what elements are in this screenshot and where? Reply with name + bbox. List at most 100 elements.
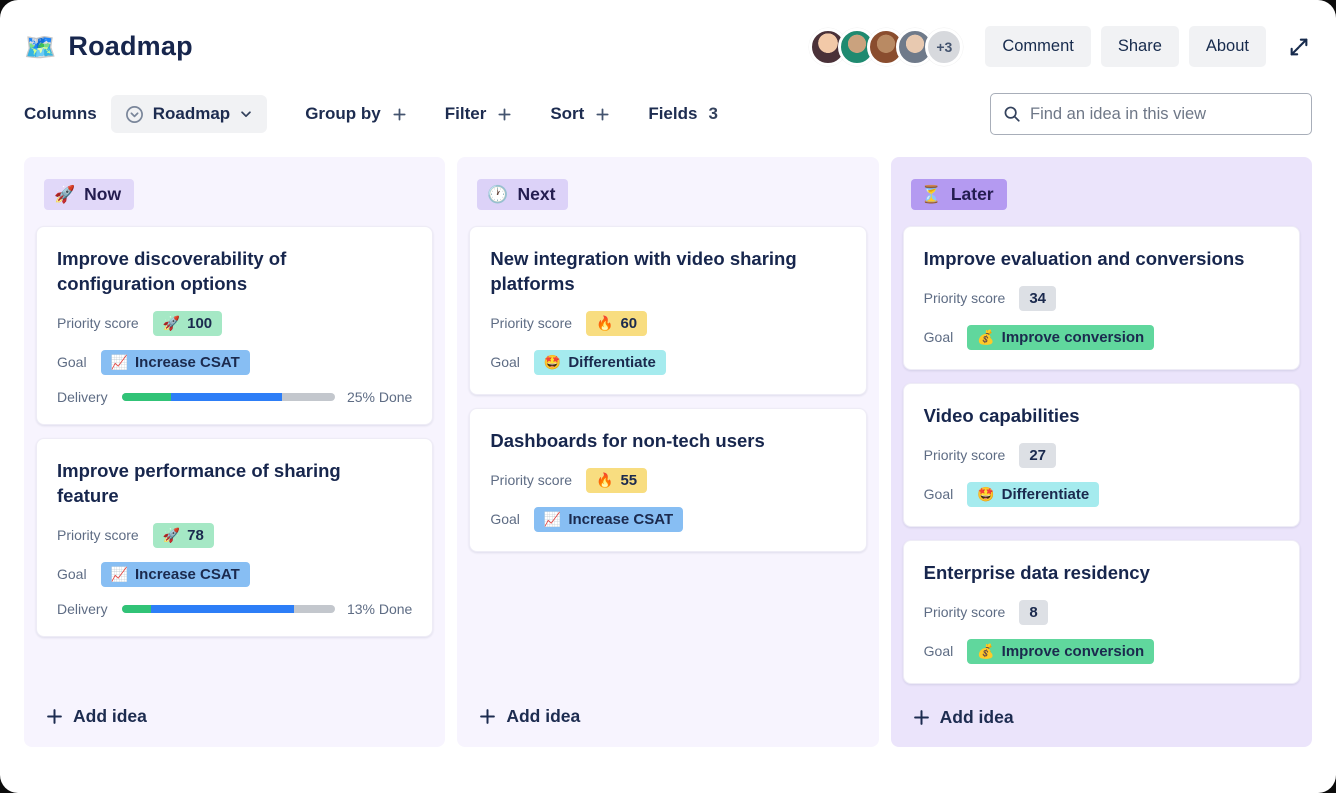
money-bag-icon: 💰: [977, 329, 995, 346]
column-now-header-chip[interactable]: 🚀 Now: [44, 179, 135, 210]
goal-chip[interactable]: 🤩 Differentiate: [967, 481, 1100, 507]
priority-chip[interactable]: 🔥 55: [586, 467, 648, 493]
view-selector-label: Roadmap: [152, 104, 231, 123]
goal-label: Goal: [923, 643, 954, 660]
fire-icon: 🔥: [596, 472, 614, 489]
idea-card[interactable]: Dashboards for non-tech users Priority s…: [469, 407, 867, 552]
progress-segment-in-progress: [151, 604, 295, 613]
share-button[interactable]: Share: [1100, 26, 1179, 67]
search-box[interactable]: [990, 93, 1312, 135]
idea-title: Improve performance of sharing feature: [57, 459, 341, 506]
idea-title: Dashboards for non-tech users: [490, 429, 765, 451]
avatar-group[interactable]: +3: [809, 27, 964, 66]
goal-chip[interactable]: 📈 Increase CSAT: [100, 349, 250, 375]
priority-chip[interactable]: 34: [1019, 285, 1057, 311]
goal-value: Differentiate: [1001, 485, 1090, 503]
goal-row: Goal 💰 Improve conversion: [923, 324, 1279, 350]
goal-row: Goal 📈 Increase CSAT: [57, 349, 412, 375]
group-by-label: Group by: [305, 104, 381, 123]
priority-row: Priority score 8: [923, 599, 1279, 625]
priority-chip[interactable]: 8: [1019, 599, 1048, 625]
goal-value: Increase CSAT: [568, 510, 674, 528]
idea-card[interactable]: Improve performance of sharing feature P…: [36, 437, 434, 637]
priority-value: 55: [620, 471, 638, 489]
sort-control[interactable]: Sort: [550, 104, 610, 124]
goal-value: Improve conversion: [1001, 642, 1145, 660]
priority-label: Priority score: [923, 290, 1006, 307]
goal-value: Increase CSAT: [135, 353, 240, 371]
column-name: Now: [84, 184, 122, 204]
fire-icon: 🔥: [596, 315, 614, 332]
goal-chip[interactable]: 💰 Improve conversion: [967, 638, 1155, 664]
priority-label: Priority score: [923, 604, 1006, 621]
goal-label: Goal: [490, 354, 520, 371]
goal-label: Goal: [923, 329, 954, 346]
priority-value: 34: [1029, 289, 1047, 307]
add-idea-button[interactable]: Add idea: [36, 696, 155, 735]
hourglass-icon: ⏳: [920, 185, 942, 204]
goal-chip[interactable]: 🤩 Differentiate: [533, 349, 666, 375]
view-selector[interactable]: Roadmap: [110, 95, 268, 133]
avatar-overflow-badge[interactable]: +3: [925, 27, 964, 66]
goal-row: Goal 🤩 Differentiate: [924, 481, 1279, 507]
idea-card[interactable]: Improve evaluation and conversions Prior…: [902, 226, 1300, 370]
expand-button[interactable]: [1288, 36, 1310, 58]
comment-button[interactable]: Comment: [985, 26, 1091, 67]
column-next: 🕐 Next New integration with video sharin…: [457, 157, 879, 747]
goal-chip[interactable]: 📈 Increase CSAT: [100, 561, 250, 587]
priority-chip[interactable]: 🔥 60: [586, 310, 648, 336]
priority-chip[interactable]: 🚀 100: [152, 310, 223, 336]
search-input[interactable]: [1030, 104, 1299, 124]
delivery-status: 13% Done: [346, 600, 413, 617]
map-icon: 🗺️: [24, 31, 57, 62]
filter-control[interactable]: Filter: [445, 104, 513, 124]
columns-label: Columns: [24, 104, 97, 123]
goal-row: Goal 🤩 Differentiate: [490, 349, 845, 375]
idea-card[interactable]: Video capabilities Priority score 27 Goa…: [902, 382, 1300, 527]
delivery-row: Delivery 25% Done: [57, 389, 412, 405]
delivery-progress-bar: [121, 392, 335, 401]
chart-increasing-icon: 📈: [110, 354, 129, 371]
column-later-header-chip[interactable]: ⏳ Later: [910, 179, 1007, 210]
fields-control[interactable]: Fields 3: [648, 104, 718, 124]
priority-row: Priority score 27: [923, 442, 1279, 468]
progress-segment-in-progress: [170, 392, 282, 401]
star-struck-icon: 🤩: [977, 486, 995, 503]
column-name: Later: [950, 184, 994, 204]
priority-row: Priority score 🚀 100: [57, 310, 412, 336]
priority-chip[interactable]: 27: [1019, 442, 1057, 468]
add-idea-label: Add idea: [939, 706, 1014, 727]
idea-card[interactable]: Improve discoverability of configuration…: [36, 226, 434, 425]
filter-label: Filter: [444, 104, 487, 123]
column-next-header-chip[interactable]: 🕐 Next: [477, 179, 569, 210]
priority-chip[interactable]: 🚀 78: [152, 522, 214, 548]
idea-title: Improve evaluation and conversions: [923, 248, 1245, 269]
page-title: Roadmap: [68, 31, 193, 61]
idea-title: New integration with video sharing platf…: [490, 248, 797, 294]
add-idea-button[interactable]: Add idea: [903, 697, 1022, 736]
priority-value: 27: [1029, 446, 1047, 464]
delivery-label: Delivery: [57, 388, 108, 405]
status-circle-icon: [125, 105, 144, 124]
progress-segment-done: [121, 392, 171, 401]
priority-label: Priority score: [490, 315, 573, 332]
money-bag-icon: 💰: [977, 643, 995, 660]
priority-value: 78: [187, 526, 204, 544]
priority-label: Priority score: [923, 447, 1006, 464]
goal-row: Goal 📈 Increase CSAT: [57, 561, 412, 587]
rocket-icon: 🚀: [162, 315, 181, 332]
goal-chip[interactable]: 📈 Increase CSAT: [533, 506, 684, 532]
about-button[interactable]: About: [1188, 26, 1266, 67]
group-by-control[interactable]: Group by: [305, 104, 407, 124]
goal-chip[interactable]: 💰 Improve conversion: [967, 324, 1155, 350]
priority-value: 8: [1029, 603, 1038, 621]
idea-card[interactable]: New integration with video sharing platf…: [469, 226, 867, 395]
plus-icon: [479, 708, 496, 725]
add-idea-button[interactable]: Add idea: [469, 696, 588, 735]
clock-icon: 🕐: [487, 185, 509, 204]
idea-card[interactable]: Enterprise data residency Priority score…: [902, 539, 1300, 684]
header-actions: +3 Comment Share About: [809, 26, 1310, 67]
priority-label: Priority score: [490, 472, 573, 489]
delivery-row: Delivery 13% Done: [57, 601, 412, 617]
idea-title: Video capabilities: [923, 404, 1080, 426]
